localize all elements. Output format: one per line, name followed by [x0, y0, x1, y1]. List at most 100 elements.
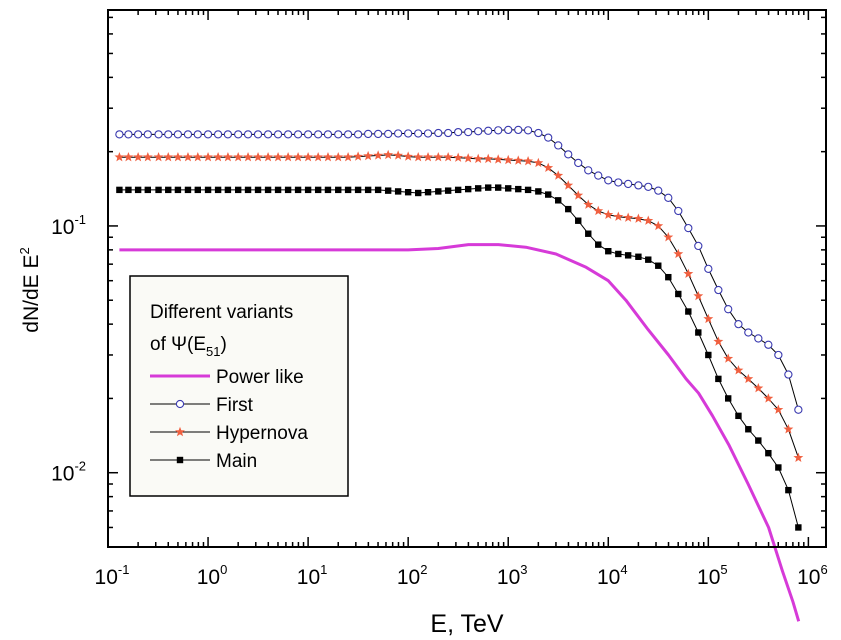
data-point-circle [283, 130, 293, 139]
data-point-star [433, 151, 444, 162]
data-point-square [665, 273, 672, 281]
data-point-star [753, 383, 764, 393]
data-point-circle [323, 130, 333, 139]
legend: Different variants of Ψ(E51) Power like F… [129, 275, 349, 497]
data-point-circle [115, 130, 124, 139]
data-point-circle [234, 130, 243, 139]
data-point-circle [343, 130, 353, 139]
legend-title-line1: Different variants [150, 302, 293, 323]
data-point-circle [664, 193, 673, 202]
legend-label: First [216, 395, 254, 416]
data-point-circle [464, 127, 473, 137]
data-point-square [775, 464, 782, 471]
data-point-star [192, 151, 203, 162]
data-point-circle [393, 129, 403, 138]
data-point-square [605, 248, 612, 255]
data-point-square [354, 186, 362, 194]
data-point-square [435, 188, 442, 195]
data-point-star [423, 151, 433, 162]
data-point-circle [384, 129, 393, 139]
data-point-star [703, 313, 714, 324]
data-point-circle [674, 206, 683, 216]
data-point-circle [744, 328, 753, 337]
data-point-star [483, 153, 494, 164]
data-point-square [715, 375, 722, 383]
data-point-circle [684, 223, 693, 233]
data-point-star [353, 151, 364, 161]
data-point-circle [734, 319, 743, 329]
data-point-star [783, 424, 794, 434]
data-point-circle [434, 128, 443, 138]
data-point-star [463, 153, 474, 163]
data-point-square [545, 191, 552, 198]
data-point-square [234, 186, 242, 194]
data-point-circle [794, 405, 803, 414]
series-main [116, 184, 802, 531]
data-point-square [335, 186, 342, 194]
data-point-star [613, 211, 624, 221]
svg-text:dN/dE E2: dN/dE E2 [17, 247, 43, 332]
x-tick-label: 106 [797, 562, 828, 589]
data-point-square [565, 205, 572, 213]
data-point-circle [263, 130, 273, 139]
data-point-star [623, 212, 634, 222]
data-point-circle [614, 178, 623, 187]
data-point-star [363, 150, 374, 161]
data-point-square [575, 217, 582, 224]
series-hypernova [114, 149, 804, 462]
data-point-square [675, 290, 682, 298]
data-point-star [183, 151, 193, 162]
data-point-square [685, 308, 692, 315]
data-point-star [393, 150, 404, 160]
series-layer [114, 125, 804, 622]
x-tick-label: 105 [697, 562, 728, 589]
data-point-square [424, 189, 432, 196]
data-point-square [474, 185, 482, 192]
data-point-star [473, 153, 484, 164]
data-point-star [413, 151, 424, 162]
data-point-square [624, 252, 632, 259]
legend-title-line2: of Ψ(E51) [150, 334, 227, 359]
data-point-circle [604, 176, 613, 185]
data-point-circle [164, 130, 173, 139]
data-point-circle [654, 186, 663, 195]
data-point-circle [175, 399, 185, 409]
data-point-circle [223, 130, 233, 139]
data-point-star [513, 155, 524, 165]
data-point-circle [704, 264, 713, 274]
data-point-square [505, 185, 512, 192]
data-point-star [673, 248, 684, 259]
data-point-circle [373, 129, 383, 139]
y-tick-label: 10-1 [51, 212, 86, 239]
data-point-square [755, 437, 762, 444]
data-point-star [533, 157, 544, 168]
data-point-star [593, 205, 604, 216]
data-point-star [453, 152, 464, 162]
data-point-square [344, 186, 352, 194]
data-point-star [743, 373, 754, 384]
data-point-star [273, 151, 284, 162]
data-point-star [163, 151, 174, 162]
data-point-circle [574, 158, 583, 168]
data-point-circle [494, 126, 503, 135]
data-point-star [493, 154, 504, 164]
data-point-circle [754, 334, 763, 343]
data-point-circle [454, 127, 463, 137]
data-point-star [142, 151, 153, 162]
data-point-circle [124, 130, 133, 139]
x-tick-label: 100 [197, 562, 228, 589]
data-point-circle [714, 285, 723, 295]
series-first [115, 125, 803, 414]
data-point-star [133, 151, 144, 162]
data-point-circle [523, 126, 533, 135]
data-point-square [524, 186, 532, 194]
data-point-circle [353, 130, 363, 139]
plot-frame [107, 9, 827, 548]
data-point-star [403, 151, 414, 161]
data-point-star [283, 151, 294, 162]
data-point-circle [534, 128, 543, 138]
data-point-circle [303, 130, 313, 139]
legend-label: Main [216, 451, 257, 472]
data-point-circle [273, 130, 283, 139]
